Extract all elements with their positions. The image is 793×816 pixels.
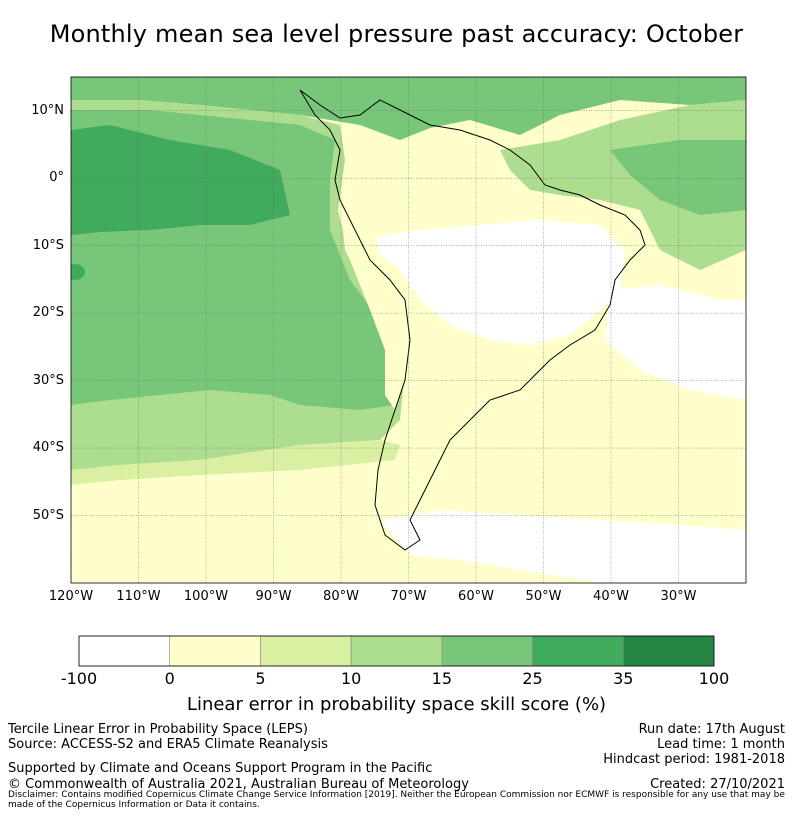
colorbar-tick-label: 35 xyxy=(613,669,634,688)
lon-label: 80°W xyxy=(323,589,359,604)
lon-label: 120°W xyxy=(48,589,94,604)
colorbar-segment xyxy=(260,635,352,667)
colorbar-segment xyxy=(441,635,533,667)
lon-label: 30°W xyxy=(660,589,697,604)
skill-field xyxy=(71,77,746,583)
lat-label: 20°S xyxy=(32,305,64,321)
field-pacific-dark xyxy=(71,125,290,235)
colorbar xyxy=(78,635,715,667)
field-dark-blob xyxy=(71,264,85,280)
map-frame xyxy=(70,76,747,584)
colorbar-tick-label: 10 xyxy=(340,669,362,688)
colorbar-tick-label: 100 xyxy=(698,669,730,688)
colorbar-segment xyxy=(350,635,443,667)
field-coast-strip xyxy=(338,150,410,410)
gridlines xyxy=(71,77,746,583)
colorbar-tick-label: 0 xyxy=(164,669,175,688)
footer-created: Created: 27/10/2021 xyxy=(650,777,785,792)
field-north-green xyxy=(71,77,746,140)
lon-label: 100°W xyxy=(183,589,229,604)
lat-label: 0° xyxy=(49,170,64,186)
colorbar-tick-label: 15 xyxy=(431,669,453,688)
field-south-white xyxy=(380,510,746,583)
colorbar-segment xyxy=(169,635,261,667)
colorbar-segment xyxy=(532,635,624,667)
field-south-light xyxy=(71,440,400,485)
lon-label: 110°W xyxy=(116,589,161,604)
colorbar-title: Linear error in probability space skill … xyxy=(186,694,607,715)
lat-label: 50°S xyxy=(32,507,64,523)
lon-label: 40°W xyxy=(593,589,629,604)
field-atlantic-mid xyxy=(610,140,746,215)
colorbar-tick-label: -100 xyxy=(60,669,98,688)
footer-hindcast: Hindcast period: 1981-2018 xyxy=(603,752,785,767)
footer-copyright: © Commonwealth of Australia 2021, Austra… xyxy=(8,777,469,792)
lon-label: 90°W xyxy=(255,589,292,604)
lat-label: 30°S xyxy=(32,372,64,388)
map-figure xyxy=(70,76,747,667)
colorbar-segment xyxy=(622,635,715,667)
colorbar-segment xyxy=(78,635,171,667)
footer-source: Source: ACCESS-S2 and ERA5 Climate Reana… xyxy=(8,737,328,752)
lat-label: 10°N xyxy=(31,102,64,118)
field-interior-white xyxy=(360,220,625,345)
footer-right: Run date: 17th August Lead time: 1 month… xyxy=(603,722,785,767)
footer-left: Tercile Linear Error in Probability Spac… xyxy=(8,722,328,752)
footer-method: Tercile Linear Error in Probability Spac… xyxy=(8,722,308,737)
lon-label: 60°W xyxy=(458,589,494,604)
lat-label: 40°S xyxy=(32,440,64,456)
lon-label: 50°W xyxy=(525,589,562,604)
colorbar-tick-label: 25 xyxy=(522,669,543,688)
footer-disclaimer: Disclaimer: Contains modified Copernicus… xyxy=(8,790,785,810)
field-atlantic-white xyxy=(605,285,746,400)
lon-label: 70°W xyxy=(390,589,427,604)
map-title: Monthly mean sea level pressure past acc… xyxy=(49,20,744,48)
footer-support: Supported by Climate and Oceans Support … xyxy=(8,761,433,776)
coastline xyxy=(299,89,646,551)
colorbar-tick-label: 5 xyxy=(255,669,266,688)
footer-lead-time: Lead time: 1 month xyxy=(657,737,785,752)
colorbar-frame xyxy=(78,635,715,667)
footer-run-date: Run date: 17th August xyxy=(638,722,785,737)
lat-label: 10°S xyxy=(32,237,64,253)
